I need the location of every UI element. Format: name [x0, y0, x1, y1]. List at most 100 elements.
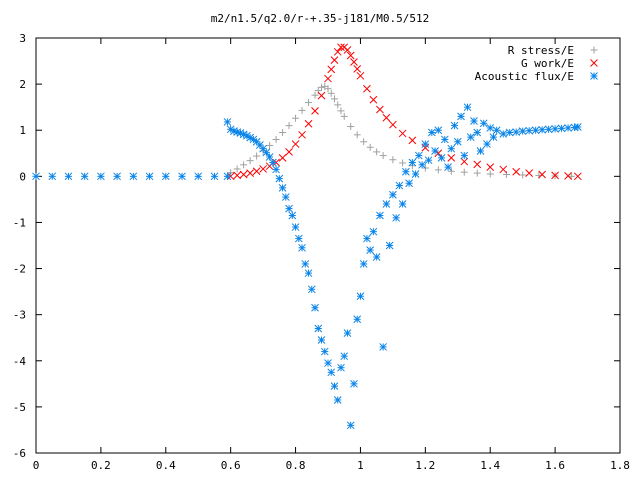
data-point — [356, 292, 365, 301]
data-point — [272, 135, 280, 143]
data-point — [340, 352, 349, 361]
data-point — [519, 171, 527, 179]
data-point — [447, 154, 456, 162]
data-point — [324, 74, 332, 83]
data-point — [334, 101, 342, 109]
data-point — [372, 253, 381, 261]
data-point — [324, 359, 332, 367]
data-point — [311, 107, 319, 115]
data-point — [337, 107, 345, 115]
data-point — [343, 46, 352, 54]
data-point — [376, 211, 384, 220]
data-point — [304, 119, 313, 128]
data-point — [327, 65, 336, 74]
data-point — [278, 154, 287, 162]
data-point — [492, 126, 501, 135]
data-point — [551, 171, 559, 180]
data-point — [285, 122, 293, 130]
data-point — [262, 148, 271, 157]
data-point — [463, 103, 472, 112]
data-point — [369, 95, 378, 104]
data-point — [246, 169, 254, 177]
data-point — [48, 172, 57, 181]
data-point — [353, 315, 362, 324]
y-axis: 3 2 1 0 -1 -2 -3 -4 -5 -6 — [13, 32, 620, 460]
data-point — [379, 152, 387, 160]
data-point — [427, 128, 436, 137]
data-point — [64, 172, 73, 181]
series-layer — [32, 43, 582, 430]
data-point — [80, 172, 89, 181]
data-point — [466, 133, 475, 141]
data-point — [402, 167, 410, 176]
y-tick-label: 1 — [19, 124, 26, 137]
plot-frame — [35, 37, 621, 454]
data-point — [486, 124, 495, 132]
x-tick-label: 1 — [357, 459, 364, 472]
legend-marker — [590, 46, 598, 54]
data-point — [330, 382, 339, 390]
data-point — [285, 204, 293, 213]
data-point — [337, 363, 345, 372]
data-point — [288, 211, 297, 220]
data-point — [421, 140, 430, 148]
series-2 — [32, 103, 582, 430]
data-point — [343, 329, 352, 337]
data-point — [268, 158, 277, 167]
data-point — [512, 128, 521, 136]
data-point — [161, 172, 170, 181]
data-point — [379, 343, 388, 351]
data-point — [294, 234, 303, 243]
x-tick-label: 0.6 — [221, 459, 241, 472]
data-point — [398, 200, 407, 208]
data-point — [314, 324, 323, 333]
data-point — [330, 95, 338, 103]
data-point — [538, 170, 546, 179]
data-point — [392, 213, 400, 222]
legend-marker — [590, 72, 598, 80]
data-point — [301, 260, 310, 268]
data-point — [363, 84, 371, 93]
data-point — [421, 143, 430, 152]
data-point — [240, 161, 248, 169]
x-tick-label: 0 — [33, 459, 40, 472]
data-point — [411, 170, 420, 178]
data-point — [366, 246, 375, 254]
series-1 — [226, 43, 582, 181]
data-point — [327, 89, 335, 97]
y-tick-label: 2 — [19, 78, 26, 91]
y-tick-label: 0 — [19, 170, 26, 183]
data-point — [489, 133, 498, 141]
y-tick-label: 3 — [19, 32, 26, 45]
data-point — [178, 172, 186, 181]
data-point — [499, 130, 508, 138]
data-point — [291, 140, 300, 148]
data-point — [486, 170, 494, 178]
data-point — [239, 170, 248, 179]
data-point — [145, 172, 154, 181]
data-point — [408, 158, 417, 167]
data-point — [440, 135, 449, 144]
data-point — [194, 172, 203, 181]
data-point — [424, 156, 433, 165]
data-point — [304, 269, 313, 278]
x-axis: 0 0.2 0.4 0.6 0.8 1 1.2 1.4 1.6 1.8 — [33, 38, 630, 472]
data-point — [265, 153, 274, 161]
data-point — [450, 121, 459, 130]
data-point — [382, 113, 391, 122]
data-point — [544, 125, 553, 134]
data-point — [350, 58, 358, 66]
data-point — [434, 166, 442, 174]
data-point — [292, 114, 300, 122]
data-point — [252, 167, 261, 176]
data-point — [233, 165, 241, 173]
data-point — [281, 193, 290, 201]
data-point — [307, 285, 316, 294]
data-point — [298, 130, 306, 139]
data-point — [346, 421, 355, 430]
data-point — [399, 159, 407, 167]
data-point — [291, 223, 300, 231]
data-point — [389, 120, 397, 129]
data-point — [298, 106, 306, 114]
